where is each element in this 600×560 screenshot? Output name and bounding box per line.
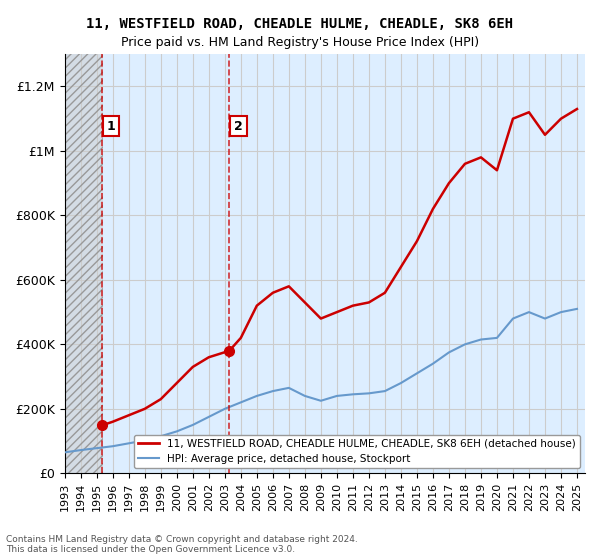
Text: 2: 2	[234, 120, 243, 133]
Text: 1: 1	[107, 120, 116, 133]
Text: Price paid vs. HM Land Registry's House Price Index (HPI): Price paid vs. HM Land Registry's House …	[121, 36, 479, 49]
Bar	[65, 54, 103, 473]
Text: Contains HM Land Registry data © Crown copyright and database right 2024.
This d: Contains HM Land Registry data © Crown c…	[6, 535, 358, 554]
Legend: 11, WESTFIELD ROAD, CHEADLE HULME, CHEADLE, SK8 6EH (detached house), HPI: Avera: 11, WESTFIELD ROAD, CHEADLE HULME, CHEAD…	[134, 435, 580, 468]
Text: 11, WESTFIELD ROAD, CHEADLE HULME, CHEADLE, SK8 6EH: 11, WESTFIELD ROAD, CHEADLE HULME, CHEAD…	[86, 17, 514, 31]
